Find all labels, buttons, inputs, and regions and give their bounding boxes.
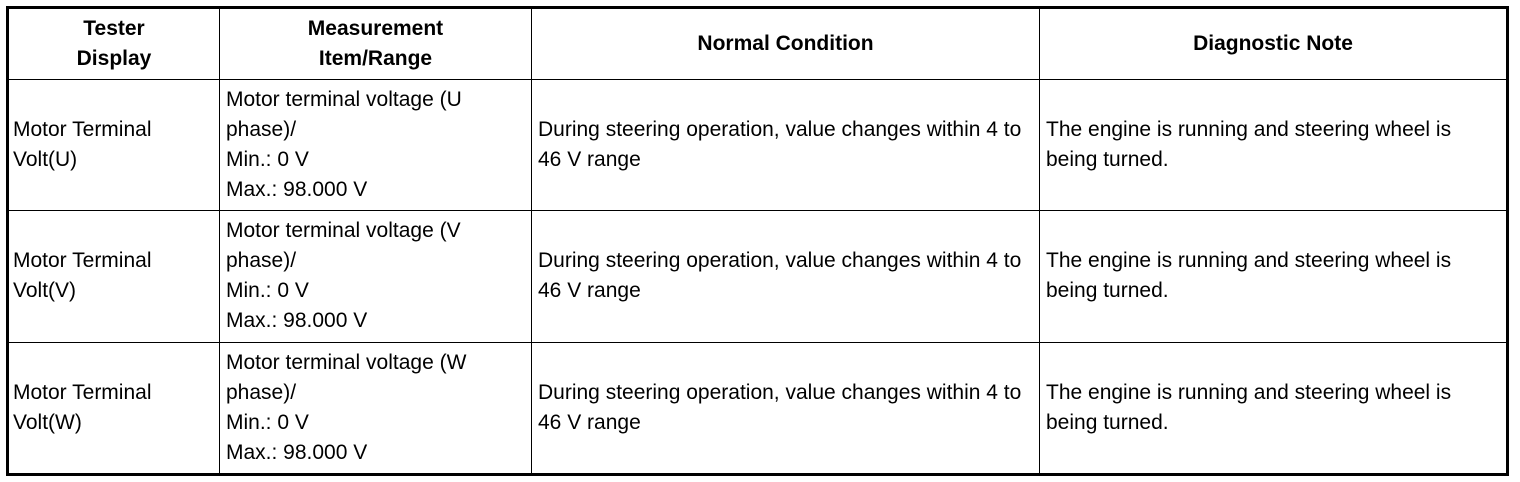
cell-line: Max.: 98.000 V — [226, 440, 368, 464]
cell-line: During steering operation, value changes… — [538, 380, 1022, 434]
table-cell: During steering operation, value changes… — [531, 210, 1040, 343]
cell-line: Motor terminal voltage (U phase)/ — [226, 88, 462, 142]
data-table: Tester Display Measurement Item/Range Norm… — [6, 6, 1509, 476]
table-cell: During steering operation, value changes… — [531, 78, 1040, 212]
header-cell: Normal Condition — [531, 7, 1040, 80]
table-row: Motor Terminal Volt(V) Motor terminal vol… — [7, 210, 1508, 343]
cell-line: Max.: 98.000 V — [226, 309, 368, 333]
table-cell: Motor terminal voltage (W phase)/ Min.: 0… — [219, 341, 532, 476]
header-cell: Measurement Item/Range — [219, 7, 532, 80]
cell-line: Motor Terminal Volt(W) — [13, 380, 152, 434]
header-row: Tester Display Measurement Item/Range Norm… — [7, 7, 1508, 80]
table-cell: Motor terminal voltage (U phase)/ Min.: 0… — [219, 78, 532, 212]
header-cell: Diagnostic Note — [1039, 7, 1508, 80]
cell-line: Motor terminal voltage (W phase)/ — [226, 350, 467, 404]
table-row: Motor Terminal Volt(W) Motor terminal vol… — [7, 341, 1508, 476]
table-cell: Motor Terminal Volt(W) — [7, 341, 220, 476]
cell-line: Max.: 98.000 V — [226, 178, 368, 202]
cell-line: The engine is running and steering wheel… — [1046, 118, 1452, 172]
cell-line: Motor Terminal Volt(V) — [13, 249, 152, 303]
table-body: Motor Terminal Volt(U) Motor terminal vol… — [7, 78, 1508, 476]
table-cell: Motor Terminal Volt(U) — [7, 78, 220, 212]
table-cell: Motor terminal voltage (V phase)/ Min.: 0… — [219, 210, 532, 343]
cell-line: Motor Terminal Volt(U) — [13, 118, 152, 172]
header-cell: Tester Display — [7, 7, 220, 80]
table-cell: The engine is running and steering wheel… — [1039, 341, 1508, 476]
cell-line: Min.: 0 V — [226, 148, 309, 172]
cell-line: During steering operation, value changes… — [538, 118, 1022, 172]
table-cell: The engine is running and steering wheel… — [1039, 210, 1508, 343]
cell-line: Min.: 0 V — [226, 279, 309, 303]
cell-line: The engine is running and steering wheel… — [1046, 249, 1452, 303]
table-cell: During steering operation, value changes… — [531, 341, 1040, 476]
cell-line: The engine is running and steering wheel… — [1046, 380, 1452, 434]
cell-line: Min.: 0 V — [226, 410, 309, 434]
cell-line: During steering operation, value changes… — [538, 249, 1022, 303]
table-cell: The engine is running and steering wheel… — [1039, 78, 1508, 212]
table-row: Motor Terminal Volt(U) Motor terminal vol… — [7, 78, 1508, 212]
cell-line: Motor terminal voltage (V phase)/ — [226, 219, 461, 273]
table-cell: Motor Terminal Volt(V) — [7, 210, 220, 343]
